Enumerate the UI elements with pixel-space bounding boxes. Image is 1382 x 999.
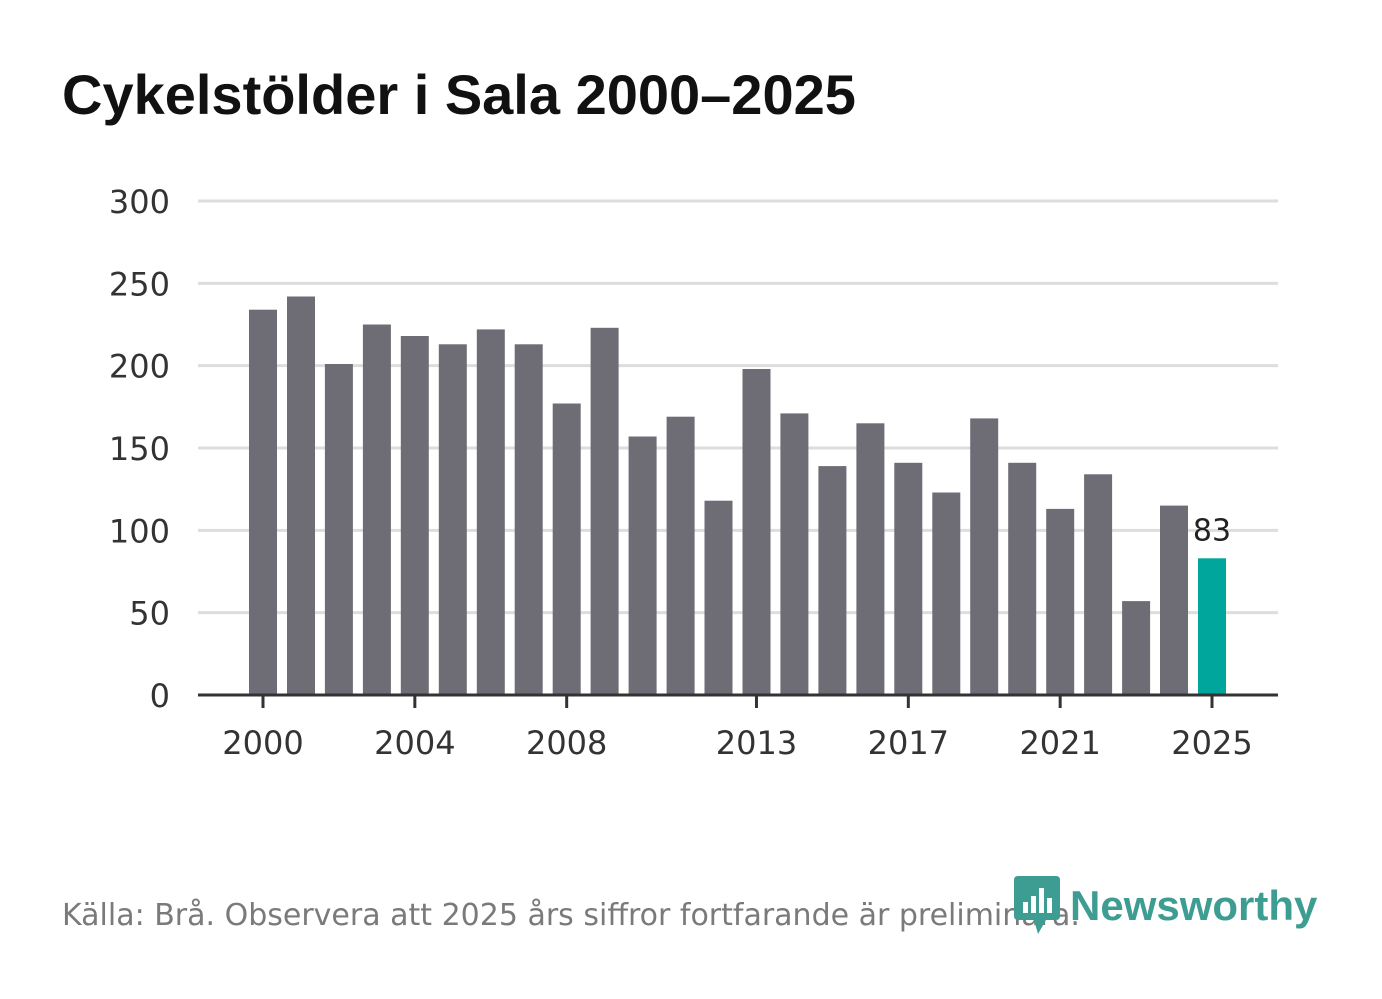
bar-2014 xyxy=(780,413,809,695)
bar-2021 xyxy=(1046,508,1075,695)
bar-2001 xyxy=(287,296,315,695)
y-tick-label: 300 xyxy=(109,183,170,221)
y-tick-label: 200 xyxy=(109,348,170,386)
bar-2022 xyxy=(1084,474,1113,695)
brand-name: Newsworthy xyxy=(1070,882,1318,929)
bar-2017 xyxy=(894,462,923,695)
x-axis-ticks: 2000 2004 2008 2013 2017 2021 2025 xyxy=(222,695,1253,762)
x-tick-label: 2025 xyxy=(1171,724,1252,762)
bars xyxy=(249,296,1226,695)
y-tick-label: 50 xyxy=(129,595,170,633)
y-tick-label: 150 xyxy=(109,430,170,468)
bar-2019 xyxy=(970,418,999,695)
brand-logo: Newsworthy xyxy=(1012,876,1317,936)
bar-2000 xyxy=(249,309,277,695)
bar-2024 xyxy=(1160,505,1188,695)
source-note: Källa: Brå. Observera att 2025 års siffr… xyxy=(62,898,1080,933)
bar-2025 xyxy=(1198,558,1226,695)
bar-2003 xyxy=(362,324,391,695)
y-axis-ticks: 0 50 100 150 200 250 300 xyxy=(109,183,170,715)
bar-2002 xyxy=(324,364,353,695)
bar-2015 xyxy=(818,466,847,695)
data-labels: 83 xyxy=(1193,513,1231,548)
bar-2013 xyxy=(742,369,771,695)
bar-2012 xyxy=(704,500,733,695)
x-tick-label: 2004 xyxy=(374,724,455,762)
bar-2018 xyxy=(932,492,961,695)
bar-2023 xyxy=(1122,601,1151,695)
grid-lines xyxy=(198,199,1278,615)
bar-2007 xyxy=(514,344,543,695)
x-tick-label: 2017 xyxy=(868,724,949,762)
y-tick-label: 250 xyxy=(109,265,170,303)
y-tick-label: 0 xyxy=(150,677,170,715)
bar-2010 xyxy=(628,436,657,695)
x-tick-label: 2000 xyxy=(222,724,303,762)
bar-2009 xyxy=(590,327,619,695)
x-tick-label: 2008 xyxy=(526,724,607,762)
bar-2016 xyxy=(856,423,885,695)
bar-2006 xyxy=(476,329,505,695)
data-label-2025: 83 xyxy=(1193,513,1231,548)
x-tick-label: 2013 xyxy=(716,724,797,762)
bar-2011 xyxy=(666,416,695,695)
newsworthy-logo-icon xyxy=(1014,876,1060,934)
bar-2020 xyxy=(1008,462,1037,695)
bar-2004 xyxy=(400,336,429,695)
chart-title: Cykelstölder i Sala 2000–2025 xyxy=(62,63,856,126)
bar-2008 xyxy=(552,403,581,695)
bar-2005 xyxy=(438,344,467,695)
x-tick-label: 2021 xyxy=(1019,724,1100,762)
y-tick-label: 100 xyxy=(109,512,170,550)
